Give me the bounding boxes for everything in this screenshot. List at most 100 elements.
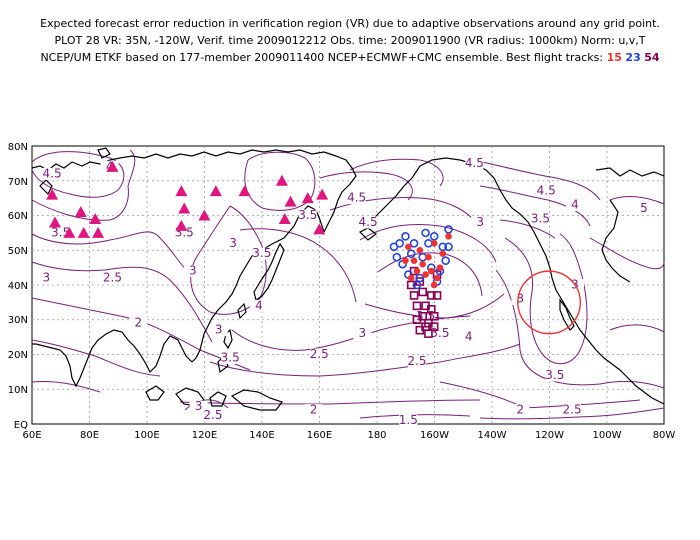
title-line-3: NCEP/UM ETKF based on 177-member 2009011… bbox=[0, 49, 700, 66]
contour-line bbox=[609, 324, 665, 333]
flight-track-54-square bbox=[409, 291, 419, 300]
flight-track-23-circle bbox=[438, 242, 448, 252]
coastline bbox=[419, 157, 665, 405]
contour-line bbox=[31, 151, 125, 198]
contour-line bbox=[473, 159, 601, 201]
contour-line bbox=[319, 171, 413, 201]
x-tick-label: 100E bbox=[134, 430, 159, 441]
contour-label: 2 bbox=[517, 403, 525, 417]
contour-label-bg bbox=[353, 327, 372, 340]
flight-track-54-square bbox=[418, 287, 427, 297]
contour-label: 3 bbox=[359, 326, 367, 340]
coastlines bbox=[31, 147, 665, 411]
contour-label-bg bbox=[407, 355, 426, 368]
contour-line bbox=[31, 231, 191, 275]
y-tick-label: 30N bbox=[8, 315, 28, 326]
flight-track-23-circle bbox=[412, 280, 422, 290]
contour-line bbox=[495, 269, 665, 389]
contour-label: 3.5 bbox=[221, 350, 240, 364]
coastline bbox=[175, 387, 205, 407]
contour-label-bg bbox=[459, 331, 478, 344]
coastline bbox=[237, 302, 247, 320]
observation-triangles bbox=[46, 160, 329, 238]
y-tick-label: 80N bbox=[8, 142, 28, 153]
contour-label: 4.5 bbox=[537, 184, 556, 198]
contour-label: 3 bbox=[215, 323, 223, 337]
contour-label-bg bbox=[183, 265, 202, 278]
contour-line bbox=[31, 339, 161, 377]
contour-line bbox=[184, 399, 229, 411]
contour-label-bg bbox=[298, 209, 317, 222]
contour-label-bg bbox=[209, 324, 228, 337]
flight-track-15-dot bbox=[433, 274, 441, 282]
flight-track-23-circle bbox=[444, 242, 453, 252]
contour-line bbox=[349, 158, 444, 187]
observation-triangle bbox=[46, 188, 59, 200]
track-label-red: 15 bbox=[606, 51, 622, 64]
flight-track-23-circle bbox=[401, 232, 410, 241]
contour-label-bg bbox=[249, 299, 268, 312]
contour-label-bg bbox=[511, 292, 530, 305]
x-tick-label: 180 bbox=[367, 430, 386, 441]
contour-label: 3 bbox=[476, 215, 484, 229]
contour-line bbox=[504, 233, 588, 365]
flight-track-54-square bbox=[406, 280, 416, 290]
contour-label-bg bbox=[545, 369, 564, 382]
contour-label: 2.5 bbox=[563, 403, 582, 417]
x-tick-label: 140W bbox=[478, 430, 507, 441]
y-axis: EQ 10N 20N 30N 40N 50N 60N 70N 80N bbox=[8, 142, 28, 431]
flight-track-54-square bbox=[418, 311, 427, 321]
contour-label: 3.5 bbox=[252, 246, 271, 260]
observation-triangle bbox=[77, 226, 90, 238]
y-tick-label: 70N bbox=[8, 177, 28, 188]
title-line-3-text: NCEP/UM ETKF based on 177-member 2009011… bbox=[40, 51, 604, 64]
contour-label-bg bbox=[304, 404, 323, 417]
flight-track-23-circle bbox=[395, 239, 405, 248]
flight-track-54-square bbox=[427, 291, 436, 300]
flight-track-15-dot bbox=[407, 274, 415, 282]
coastline bbox=[223, 328, 233, 350]
observation-triangle bbox=[238, 185, 251, 197]
contour-line bbox=[31, 381, 101, 393]
y-tick-label: 10N bbox=[8, 385, 28, 396]
observation-triangle bbox=[178, 202, 191, 214]
contour-line bbox=[190, 205, 267, 315]
contour-label-bg bbox=[471, 216, 490, 229]
contour-label: 4 bbox=[255, 298, 263, 312]
observation-triangle bbox=[63, 226, 76, 238]
contour-labels: 4.543.532.523.5333.53.54.54.5433.52.533.… bbox=[37, 156, 653, 427]
x-tick-label: 100W bbox=[593, 430, 622, 441]
title-block: Expected forecast error reduction in ver… bbox=[0, 15, 700, 66]
contour-label-bg bbox=[224, 237, 243, 250]
contour-label: 2.5 bbox=[310, 347, 329, 361]
observation-triangle bbox=[106, 160, 119, 172]
observation-triangle bbox=[92, 226, 105, 238]
contour-line bbox=[31, 261, 213, 343]
contour-line bbox=[31, 297, 251, 371]
x-tick-label: 140E bbox=[249, 430, 274, 441]
contour-line bbox=[239, 228, 357, 303]
contour-label: 3 bbox=[43, 271, 51, 285]
flight-track-15-dot bbox=[413, 267, 421, 275]
flight-track-23-circle bbox=[392, 252, 402, 262]
contour-label-bg bbox=[310, 348, 329, 361]
y-tick-label: 50N bbox=[8, 246, 28, 257]
contour-label: 2.5 bbox=[103, 271, 122, 285]
contour-label-bg bbox=[347, 192, 366, 205]
contour-label: 4 bbox=[571, 198, 579, 212]
contour-label-bg bbox=[103, 272, 122, 285]
contour-label-bg bbox=[511, 404, 530, 417]
flight-track-23-circle bbox=[421, 228, 430, 238]
contour-label: 4.5 bbox=[43, 166, 62, 180]
contour-line bbox=[179, 399, 481, 405]
contour-label-bg bbox=[634, 202, 653, 215]
x-tick-label: 60E bbox=[22, 430, 41, 441]
contour-line bbox=[364, 293, 505, 319]
x-tick-label: 80W bbox=[653, 430, 676, 441]
x-axis: 60E 80E 100E 120E 140E 160E 180 160W 140… bbox=[22, 430, 675, 441]
flight-track-15-dot bbox=[405, 243, 412, 251]
flight-track-54-square bbox=[432, 291, 442, 300]
flight-track-15-dot bbox=[410, 257, 418, 264]
observation-triangle bbox=[278, 212, 291, 224]
flight-track-23-circle bbox=[444, 225, 453, 234]
